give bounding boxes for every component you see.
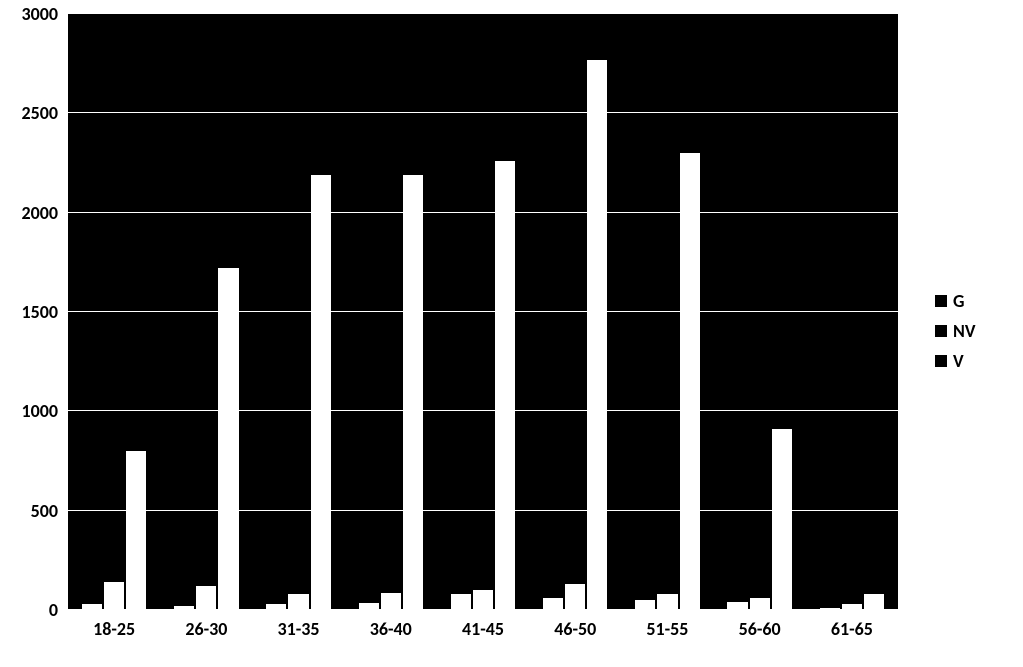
bar	[727, 602, 747, 610]
legend-item: NV	[935, 320, 976, 342]
x-tick-label: 51-55	[646, 618, 688, 640]
gridline	[68, 112, 898, 113]
bar	[473, 590, 493, 610]
bar	[451, 594, 471, 610]
bar	[174, 606, 194, 610]
y-tick-label: 500	[0, 500, 58, 522]
bar	[495, 161, 515, 610]
gridline	[68, 13, 898, 14]
legend: G NV V	[935, 282, 976, 380]
bar	[842, 604, 862, 610]
legend-swatch	[935, 355, 947, 367]
bar	[565, 584, 585, 610]
y-tick-label: 3000	[0, 3, 58, 25]
bar	[266, 604, 286, 610]
x-tick-label: 18-25	[93, 618, 135, 640]
x-tick-label: 46-50	[554, 618, 596, 640]
legend-label: G	[953, 290, 964, 312]
legend-label: V	[953, 350, 964, 372]
bar	[635, 600, 655, 610]
legend-label: NV	[953, 320, 976, 342]
gridline	[68, 410, 898, 411]
y-tick-label: 0	[0, 599, 58, 621]
bar	[359, 603, 379, 610]
bar	[126, 451, 146, 610]
bar	[288, 594, 308, 610]
bar	[403, 175, 423, 610]
legend-swatch	[935, 295, 947, 307]
bar	[772, 429, 792, 610]
gridline	[68, 311, 898, 312]
chart-container: 0 500 1000 1500 2000 2500 3000 18-25 26-30 31-35…	[0, 0, 1023, 667]
legend-swatch	[935, 325, 947, 337]
y-tick-label: 2500	[0, 102, 58, 124]
bar	[657, 594, 677, 610]
x-tick-label: 31-35	[278, 618, 320, 640]
bar	[680, 153, 700, 610]
y-tick-label: 2000	[0, 202, 58, 224]
x-tick-label: 36-40	[370, 618, 412, 640]
bar	[104, 582, 124, 610]
plot-area	[68, 14, 898, 610]
bar	[196, 586, 216, 610]
bar	[381, 593, 401, 610]
y-tick-label: 1500	[0, 301, 58, 323]
bar	[864, 594, 884, 610]
y-tick-label: 1000	[0, 400, 58, 422]
bar	[587, 60, 607, 610]
legend-item: V	[935, 350, 976, 372]
x-tick-label: 61-65	[831, 618, 873, 640]
legend-item: G	[935, 290, 976, 312]
x-tick-label: 26-30	[185, 618, 227, 640]
bar	[543, 598, 563, 610]
bar	[82, 604, 102, 610]
gridline	[68, 212, 898, 213]
bar	[311, 175, 331, 610]
bar	[750, 598, 770, 610]
bar	[218, 268, 238, 610]
x-tick-label: 56-60	[739, 618, 781, 640]
bar	[820, 608, 840, 610]
x-tick-label: 41-45	[462, 618, 504, 640]
